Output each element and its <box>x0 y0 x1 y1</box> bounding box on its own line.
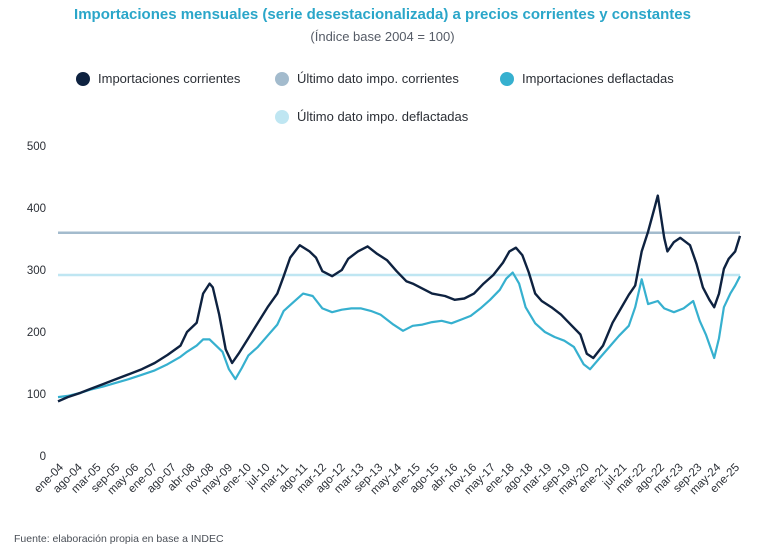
y-tick-label: 200 <box>27 327 46 339</box>
legend-dot-corrientes <box>76 71 90 86</box>
x-axis: ene-04ago-04mar-05sep-05may-06ene-07ago-… <box>32 461 742 497</box>
chart-subtitle: (Índice base 2004 = 100) <box>310 29 455 44</box>
y-tick-label: 300 <box>27 265 46 277</box>
legend-dot-deflactadas <box>500 71 514 86</box>
y-axis: 500 400 300 200 100 0 <box>27 141 46 463</box>
legend-label-ultimo-deflactadas: Último dato impo. deflactadas <box>297 109 469 124</box>
legend-dot-ultimo-corrientes <box>275 71 289 86</box>
chart-lines <box>57 194 742 403</box>
legend-label-corrientes: Importaciones corrientes <box>98 71 241 86</box>
series-line-deflactadas <box>57 271 741 399</box>
y-tick-label: 500 <box>27 141 46 153</box>
chart-title: Importaciones mensuales (serie desestaci… <box>74 6 691 23</box>
legend-item-corrientes: Importaciones corrientes <box>76 71 240 86</box>
legend-item-ultimo-deflactadas: Último dato impo. deflactadas <box>275 109 468 124</box>
legend-label-deflactadas: Importaciones deflactadas <box>522 71 674 86</box>
chart-source: Fuente: elaboración propia en base a IND… <box>14 533 224 545</box>
series-line-corrientes <box>57 194 742 403</box>
y-tick-label: 100 <box>27 389 46 401</box>
legend-item-deflactadas: Importaciones deflactadas <box>500 71 674 86</box>
legend-item-ultimo-corrientes: Último dato impo. corrientes <box>275 71 459 86</box>
y-tick-label: 0 <box>40 451 46 463</box>
y-tick-label: 400 <box>27 203 46 215</box>
legend-dot-ultimo-deflactadas <box>275 109 289 124</box>
legend-label-ultimo-corrientes: Último dato impo. corrientes <box>297 71 459 86</box>
